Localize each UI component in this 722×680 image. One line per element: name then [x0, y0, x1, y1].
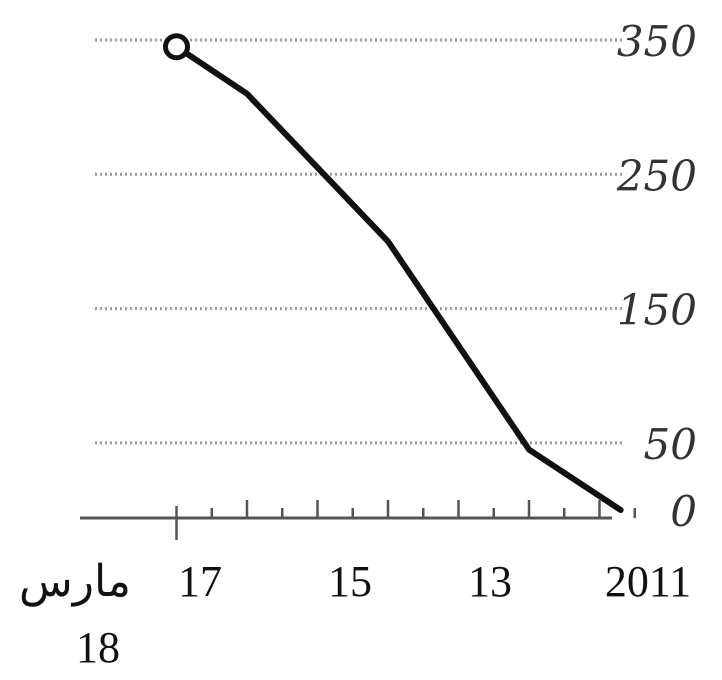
- x-tick-labels: 2011 13 15 17 18 مارس: [19, 557, 691, 672]
- x-tick-label-0: 2011: [605, 557, 691, 606]
- x-tick-label-3: 17: [178, 557, 222, 606]
- series-group: [163, 33, 624, 513]
- x-tick-label-2: 15: [328, 557, 372, 606]
- gridlines: [95, 38, 625, 445]
- y-tick-label-0: 0: [670, 487, 697, 536]
- x-tick-label-5: مارس: [19, 557, 131, 607]
- y-tick-label-50: 50: [644, 420, 697, 469]
- x-ticks: [175, 500, 636, 540]
- y-tick-label-350: 350: [617, 17, 697, 66]
- y-tick-label-150: 150: [617, 286, 697, 335]
- x-tick-label-1: 13: [468, 557, 512, 606]
- y-tick-label-250: 250: [616, 151, 697, 200]
- data-point-0-4: [163, 33, 190, 61]
- y-tick-labels: 0 50 150 250 350: [616, 17, 697, 536]
- x-tick-label-4: 18: [76, 623, 120, 672]
- series-line-0: [173, 43, 624, 513]
